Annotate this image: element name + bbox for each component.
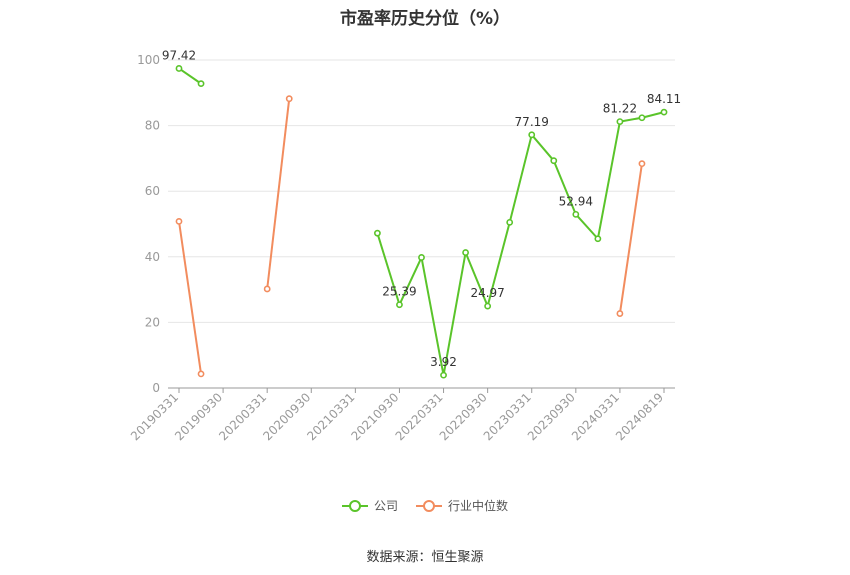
- data-point: [263, 285, 271, 293]
- data-point: [594, 235, 602, 243]
- legend-company-label: 公司: [373, 499, 398, 513]
- data-label: 97.42: [162, 48, 196, 62]
- data-point: [616, 118, 624, 125]
- data-label: 24.97: [470, 286, 504, 300]
- series-line: [178, 67, 202, 85]
- data-point: [660, 108, 668, 116]
- y-tick-label: 40: [145, 250, 160, 264]
- series-line: [266, 98, 291, 290]
- data-point: [638, 160, 646, 168]
- data-source: 数据来源：恒生聚源: [366, 550, 484, 565]
- legend-industry-label: 行业中位数: [448, 499, 509, 513]
- legend-item-industry[interactable]: 行业中位数: [416, 497, 508, 514]
- y-tick-label: 80: [145, 119, 160, 133]
- y-tick-label: 60: [145, 184, 160, 198]
- data-point: [175, 65, 183, 72]
- y-tick-label: 0: [152, 381, 160, 395]
- series-line: [618, 163, 643, 314]
- legend: 公司 行业中位数: [0, 497, 850, 514]
- x-tick-label: 20240819: [613, 390, 666, 443]
- data-point: [462, 249, 469, 256]
- series-line: [178, 221, 203, 375]
- data-point: [440, 371, 447, 379]
- legend-item-company[interactable]: 公司: [341, 497, 398, 514]
- data-point: [616, 310, 624, 317]
- data-point: [418, 254, 425, 261]
- legend-industry-marker-icon: [416, 499, 442, 512]
- data-point: [374, 229, 381, 237]
- data-label: 3.92: [430, 355, 457, 369]
- data-point: [396, 301, 403, 309]
- data-label: 52.94: [559, 194, 593, 208]
- data-point: [572, 210, 580, 218]
- data-point: [638, 114, 646, 122]
- data-point: [197, 80, 205, 88]
- series-line: [376, 111, 665, 377]
- data-point: [506, 218, 514, 226]
- data-point: [528, 131, 536, 139]
- data-point: [197, 370, 205, 378]
- data-point: [175, 217, 183, 225]
- data-point: [285, 95, 293, 103]
- y-tick-label: 20: [145, 315, 160, 329]
- data-label: 25.39: [382, 285, 416, 299]
- chart-title: 市盈率历史分位（%）: [339, 9, 511, 29]
- data-label: 81.22: [603, 102, 637, 116]
- data-label: 84.11: [647, 92, 681, 106]
- data-label: 77.19: [515, 115, 549, 129]
- legend-company-marker-icon: [341, 499, 368, 512]
- data-point: [484, 302, 492, 310]
- data-point: [550, 157, 558, 165]
- y-tick-label: 100: [137, 53, 160, 67]
